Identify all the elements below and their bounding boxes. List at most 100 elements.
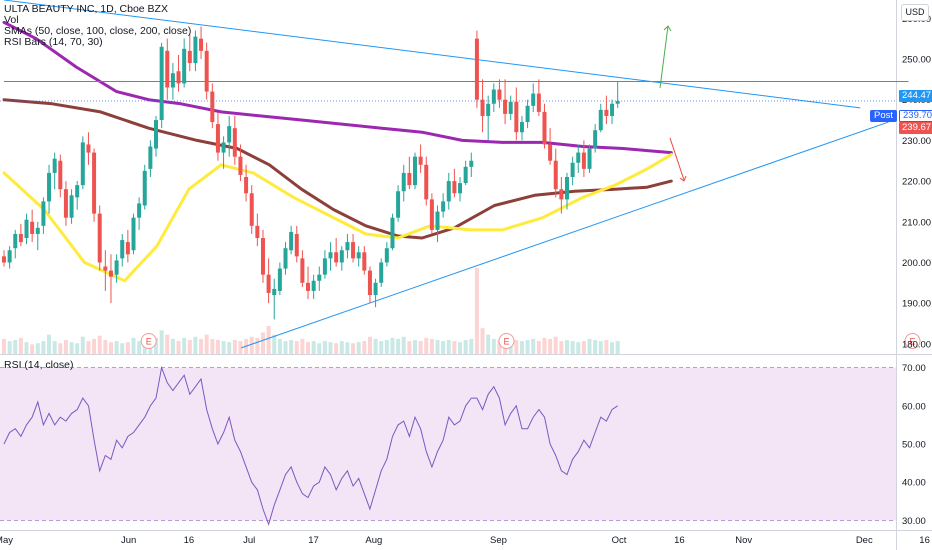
volume-bar: [154, 337, 159, 354]
volume-bar: [424, 337, 429, 354]
volume-bar: [69, 342, 74, 354]
candle-body: [334, 252, 339, 263]
rsi-axis-label: 60.00: [902, 401, 926, 412]
volume-bar: [581, 341, 586, 354]
post-market-label: Post: [870, 110, 898, 122]
volume-bar: [570, 341, 575, 354]
volume-bar: [565, 340, 569, 354]
volume-bar: [429, 338, 434, 354]
volume-bar: [514, 340, 519, 354]
candle-body: [322, 258, 327, 275]
candle-body: [491, 89, 496, 104]
earnings-marker-label: E: [146, 337, 152, 347]
price-axis-label: 180.00: [902, 339, 931, 350]
candle-body: [373, 282, 378, 295]
volume-bar: [75, 343, 80, 354]
time-axis-label: Sep: [490, 535, 507, 546]
candle-body: [429, 199, 434, 230]
time-axis-label: 16: [184, 535, 195, 546]
candle-body: [328, 252, 333, 259]
candle-body: [503, 99, 508, 114]
candle-body: [131, 217, 136, 251]
volume-bar: [182, 337, 187, 354]
time-axis-label: Dec: [856, 535, 873, 546]
candle-body: [165, 50, 170, 88]
price-axis-label: 250.00: [902, 55, 931, 66]
candle-body: [13, 233, 18, 249]
volume-bar: [86, 341, 91, 354]
candle-body: [548, 144, 553, 161]
volume-bar: [199, 338, 204, 354]
candle-body: [199, 38, 204, 51]
candle-body: [47, 172, 52, 202]
candle-body: [559, 189, 564, 200]
volume-bar: [367, 336, 372, 354]
volume-bar: [615, 341, 620, 354]
volume-bar: [593, 340, 598, 354]
candle-body: [182, 48, 187, 84]
volume-bar: [306, 342, 311, 354]
rsi-axis-label: 70.00: [902, 363, 926, 374]
candle-body: [452, 181, 457, 194]
volume-bar: [7, 341, 12, 354]
candle-body: [351, 242, 356, 259]
volume-bar: [542, 337, 547, 354]
candle-body: [187, 50, 192, 64]
volume-bar: [610, 342, 615, 354]
volume-bar: [553, 336, 558, 354]
volume-bar: [108, 342, 113, 354]
candle-body: [24, 219, 29, 239]
candle-body: [519, 122, 524, 133]
currency-button[interactable]: USD: [901, 4, 929, 21]
volume-bar: [58, 343, 63, 354]
candle-body: [232, 128, 237, 157]
candle-body: [2, 256, 6, 263]
candle-body: [58, 160, 63, 190]
earnings-marker-label: E: [503, 337, 509, 347]
candle-body: [114, 260, 119, 275]
candle-body: [238, 156, 243, 175]
candle-body: [418, 156, 423, 165]
candle-body: [260, 238, 265, 275]
volume-bar: [519, 341, 524, 354]
volume-bar: [294, 341, 299, 354]
rsi-pane-label[interactable]: RSI (14, close): [4, 359, 74, 371]
rsi-bars-indicator-label[interactable]: RSI Bars (14, 70, 30): [4, 36, 103, 48]
price-axis-label: 200.00: [902, 258, 931, 269]
volume-indicator-label[interactable]: Vol: [4, 14, 19, 26]
candle-body: [266, 274, 271, 293]
time-axis-label: May: [0, 535, 13, 546]
candle-body: [148, 146, 153, 169]
candle-body: [227, 126, 232, 143]
candle-body: [277, 268, 282, 291]
volume-bar: [345, 342, 350, 354]
candle-body: [565, 177, 569, 200]
candle-body: [412, 156, 417, 186]
volume-bar: [452, 341, 457, 354]
volume-bar: [13, 340, 18, 354]
earnings-marker: [140, 333, 157, 349]
volume-bar: [103, 340, 108, 354]
volume-bar: [215, 340, 220, 354]
candle-body: [300, 258, 305, 283]
sma-indicator-label[interactable]: SMAs (50, close, 100, close, 200, close): [4, 25, 192, 37]
volume-bar: [401, 336, 406, 354]
volume-bar: [418, 341, 423, 354]
candle-body: [7, 250, 12, 263]
candle-body: [441, 201, 446, 212]
volume-bar: [52, 341, 57, 354]
volume-bar: [435, 340, 440, 354]
volume-bar: [125, 342, 130, 354]
candle-body: [379, 262, 384, 283]
candle-body: [289, 231, 294, 251]
volume-bar: [351, 343, 356, 354]
candle-body: [598, 109, 603, 131]
candle-body: [362, 252, 367, 271]
candle-body: [41, 201, 46, 226]
candle-body: [215, 124, 220, 153]
candle-body: [474, 38, 479, 100]
candle-body: [401, 172, 406, 192]
volume-bar: [114, 341, 119, 354]
candle-body: [345, 242, 350, 251]
